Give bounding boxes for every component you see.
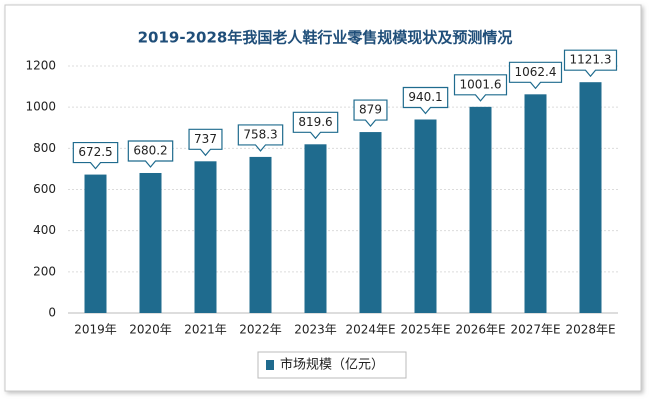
bar xyxy=(304,144,327,313)
data-label: 737 xyxy=(194,132,217,146)
bar xyxy=(139,172,162,313)
data-label-box xyxy=(127,140,174,168)
x-tick-label: 2027年E xyxy=(510,323,560,337)
data-label: 680.2 xyxy=(133,143,167,157)
bar xyxy=(469,106,492,313)
y-tick-label: 800 xyxy=(33,141,56,155)
data-label: 940.1 xyxy=(408,90,442,104)
x-tick-label: 2022年 xyxy=(239,323,282,337)
chart-title: 2019-2028年我国老人鞋行业零售规模现状及预测情况 xyxy=(138,29,513,47)
data-label-box xyxy=(402,86,449,115)
data-label: 1062.4 xyxy=(515,65,557,79)
data-label-box xyxy=(237,124,284,152)
y-tick-label: 200 xyxy=(33,264,56,278)
data-label-box xyxy=(508,61,563,90)
y-tick-label: 1000 xyxy=(25,100,56,114)
data-label-box xyxy=(563,49,618,78)
y-tick-label: 1200 xyxy=(25,59,56,73)
x-tick-label: 2024年E xyxy=(345,323,395,337)
legend-box xyxy=(257,351,407,379)
data-label: 819.6 xyxy=(298,115,332,129)
data-label: 1001.6 xyxy=(460,77,502,91)
y-tick-label: 0 xyxy=(48,306,56,320)
bar xyxy=(414,119,437,313)
data-label: 758.3 xyxy=(243,127,277,141)
x-tick-label: 2021年 xyxy=(184,323,227,337)
x-tick-label: 2020年 xyxy=(129,323,172,337)
data-label: 879 xyxy=(359,103,382,117)
x-tick-label: 2028年E xyxy=(565,323,615,337)
data-label-box xyxy=(453,74,508,102)
x-tick-label: 2019年 xyxy=(74,323,117,337)
x-tick-label: 2025年E xyxy=(400,323,450,337)
legend-swatch xyxy=(266,360,274,370)
data-label-box xyxy=(353,99,388,128)
legend-label: 市场规模（亿元） xyxy=(280,357,384,373)
data-label: 672.5 xyxy=(78,145,112,159)
y-tick-label: 400 xyxy=(33,223,56,237)
data-label-box xyxy=(72,141,119,170)
bar xyxy=(579,82,602,313)
bar xyxy=(194,161,217,313)
bar xyxy=(249,156,272,313)
data-label: 1121.3 xyxy=(570,53,612,67)
bar xyxy=(84,174,107,313)
data-label-box xyxy=(188,128,223,157)
data-label-box xyxy=(292,111,339,140)
y-tick-label: 600 xyxy=(33,182,56,196)
bar xyxy=(359,132,382,313)
bar xyxy=(524,94,547,314)
x-tick-label: 2026年E xyxy=(455,323,505,337)
x-tick-label: 2023年 xyxy=(294,323,337,337)
